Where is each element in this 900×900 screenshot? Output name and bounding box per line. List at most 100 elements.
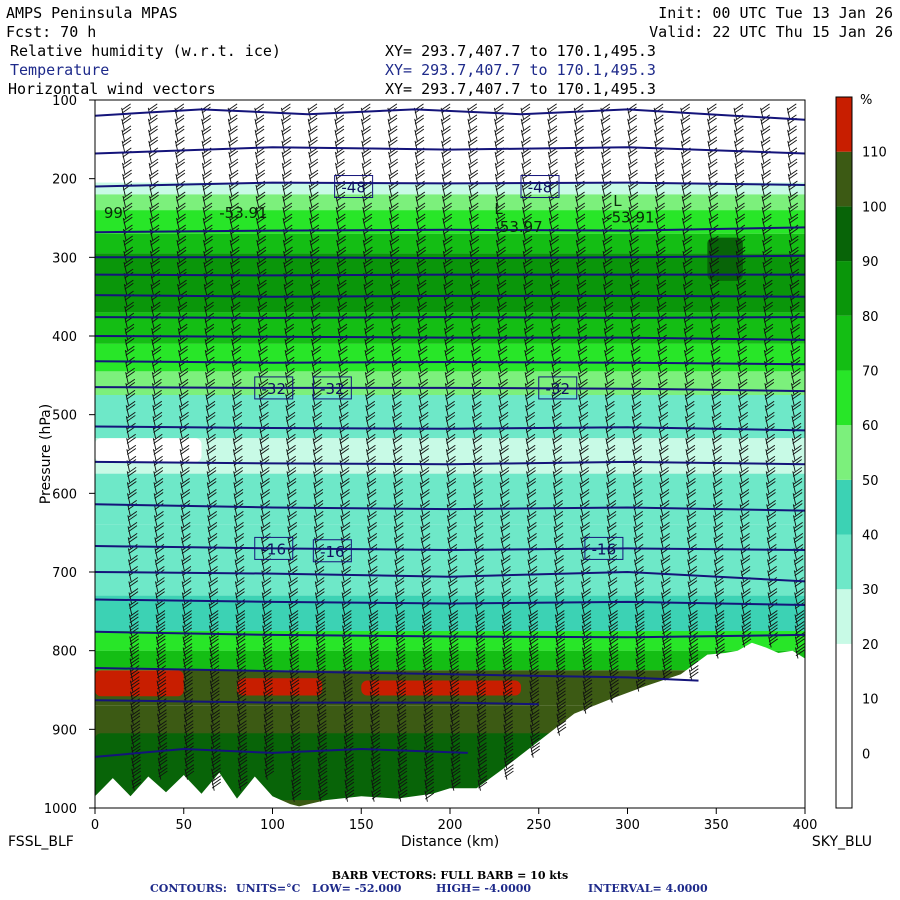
wind-barb-flag [129, 646, 140, 654]
wind-barb-flag [760, 117, 771, 125]
wind-barb-flag [761, 136, 771, 144]
wind-barb-flag [238, 775, 248, 783]
wind-barb-flag [256, 235, 267, 243]
wind-barb-flag [153, 411, 163, 419]
wind-barb-flag [316, 621, 326, 628]
wind-barb-flag [396, 679, 406, 687]
wind-barb-flag [121, 114, 132, 122]
wind-barb-flag [316, 649, 326, 657]
wind-barb-flag [441, 103, 451, 111]
wind-barb-flag [366, 433, 376, 441]
wind-barb-flag [686, 492, 696, 499]
wind-barb-flag [448, 558, 458, 565]
wind-barb-flag [152, 371, 162, 378]
wind-barb-flag [604, 301, 614, 309]
wind-barb-flag [229, 158, 239, 166]
wind-barb-flag [477, 756, 487, 764]
wind-barb-flag [530, 712, 540, 720]
wind-barb-flag [234, 499, 244, 507]
wind-barb-flag [761, 139, 771, 147]
wind-barb-flag [291, 764, 301, 772]
wind-barb-flag [501, 591, 512, 599]
wind-barb-flag [582, 649, 592, 657]
wind-barb-flag [449, 632, 459, 639]
wind-barb-flag [635, 602, 645, 610]
wind-barb-flag [741, 558, 751, 565]
wind-barb-flag [477, 742, 487, 750]
wind-barb-flag [683, 282, 693, 290]
wind-barb-flag [738, 356, 748, 364]
wind-barb-flag [655, 158, 665, 166]
wind-barb-flag [655, 191, 665, 199]
wind-barb-flag [389, 169, 399, 177]
wind-barb-flag [259, 411, 269, 419]
wind-barb-flag [229, 194, 239, 202]
wind-barb-flag [657, 304, 667, 312]
wind-barb-flag [476, 654, 486, 661]
wind-barb-flag [148, 128, 158, 136]
wind-barb-flag [260, 477, 270, 485]
wind-barb-flag [498, 367, 508, 375]
wind-barb-flag [662, 654, 672, 661]
wind-barb-flag [504, 770, 514, 778]
wind-barb-flag [523, 235, 533, 243]
wind-barb-flag [178, 345, 188, 353]
wind-barb-flag [291, 789, 302, 797]
model-title: AMPS Peninsula MPAS [6, 4, 178, 22]
wind-barb-flag [180, 481, 190, 488]
wind-barb-flag [291, 770, 301, 778]
wind-barb-flag [478, 778, 488, 786]
wind-barb-flag [447, 488, 457, 496]
wind-barb-flag [450, 737, 460, 745]
wind-barb-flag [394, 510, 404, 518]
wind-barb-flag [475, 613, 485, 621]
wind-barb-flag [504, 737, 514, 745]
wind-barb-flag [202, 161, 212, 169]
wind-barb-flag [525, 411, 535, 419]
wind-barb-flag [504, 745, 514, 753]
wind-barb-flag [395, 588, 405, 595]
wind-barb-flag [709, 257, 719, 265]
wind-barb-flag [581, 566, 591, 573]
wind-barb-flag [554, 536, 564, 543]
wind-barb-flag [450, 690, 460, 698]
wind-barb-flag [368, 591, 378, 599]
wind-barb-flag [425, 792, 435, 800]
wind-barb-flag [389, 194, 399, 202]
wind-barb-flag [582, 624, 592, 632]
wind-barb-flag [687, 514, 697, 521]
wind-barb-flag [344, 712, 354, 720]
wind-barb-flag [228, 128, 238, 136]
wind-barb-flag [369, 621, 379, 628]
wind-barb-flag [175, 114, 185, 122]
wind-barb-flag [523, 246, 533, 254]
wind-barb-flag [574, 114, 584, 122]
wind-barb-flag [421, 525, 431, 532]
wind-barb-flag [789, 213, 799, 221]
wind-barb-flag [793, 499, 803, 507]
wind-barb-flag [365, 393, 375, 400]
wind-barb-flag [551, 323, 561, 331]
wind-barb-flag [555, 649, 566, 657]
wind-barb-flag [636, 657, 646, 665]
wind-barb-flag [396, 649, 406, 657]
rh-patch-1 [237, 678, 323, 696]
wind-barb-flag [153, 444, 163, 452]
wind-barb-flag [283, 205, 293, 213]
wind-barb-flag [184, 734, 194, 742]
wind-barb-flag [153, 433, 163, 441]
wind-barb-flag [367, 533, 378, 540]
wind-barb-flag [211, 781, 222, 789]
wind-barb-flag [315, 613, 325, 621]
wind-barb-flag [364, 337, 375, 345]
wind-barb-flag [685, 378, 695, 386]
wind-barb-flag [255, 169, 266, 177]
wind-barb-flag [344, 764, 354, 772]
wind-barb-flag [444, 301, 454, 309]
wind-barb-flag [737, 326, 747, 334]
wind-barb-flag [150, 249, 160, 257]
wind-barb-flag [260, 444, 270, 452]
wind-barb-flag [231, 348, 242, 356]
wind-barb-flag [764, 323, 774, 331]
wind-barb-flag [504, 759, 514, 767]
